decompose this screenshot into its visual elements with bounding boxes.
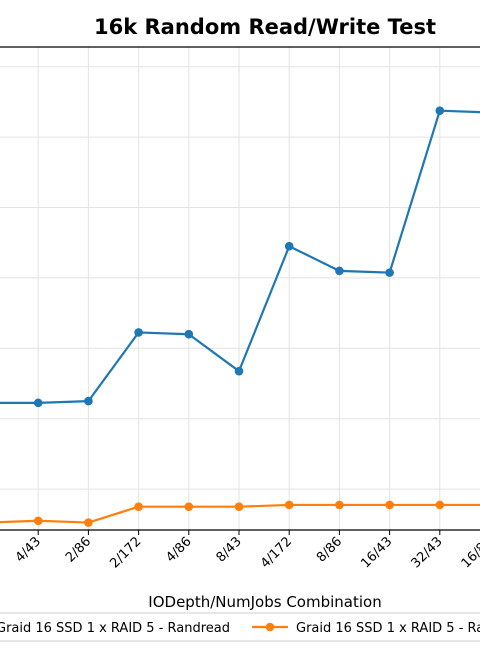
data-point [385,500,394,510]
x-tick-label: 2/86 [63,534,94,565]
x-tick-label: 8/43 [214,534,245,565]
legend-label: Graid 16 SSD 1 x RAID 5 - Randwrite [296,621,480,636]
legend-box [0,612,480,642]
series-group [0,106,480,527]
data-point [284,241,294,251]
x-tick-label: 4/86 [163,534,194,565]
x-tick-label: 8/86 [314,534,345,565]
data-point [284,500,294,510]
legend: Graid 16 SSD 1 x RAID 5 - Randread Graid … [0,612,480,642]
x-tick-label: 4/172 [258,534,295,571]
data-point [234,366,244,376]
x-tick-label: 32/43 [409,534,446,571]
data-point [134,328,143,337]
x-tick-label: 4/43 [13,534,44,565]
data-point [385,268,394,277]
series-line-0 [0,109,480,404]
data-point [33,516,43,526]
x-axis-label: IODepth/NumJobs Combination [148,593,381,611]
data-point [84,518,93,527]
chart-title: 16k Random Read/Write Test [94,15,436,39]
data-point [184,329,194,339]
x-tick-label: 16/86 [459,534,480,571]
legend-swatch-marker [265,622,275,632]
data-point [134,502,143,512]
data-point [335,500,344,510]
x-ticks: 4/43 2/86 2/172 4/86 8/43 4/172 8/86 16/43 32/43… [13,530,480,571]
legend-label: Graid 16 SSD 1 x RAID 5 - Randread [0,621,230,636]
x-tick-label: 16/43 [358,534,395,571]
grid [0,47,480,530]
data-point [234,502,244,512]
data-point [435,500,445,510]
data-point [84,396,93,406]
data-point [33,398,43,408]
data-point [335,266,344,276]
data-point [435,106,445,115]
x-tick-label: 2/172 [107,534,144,571]
data-point [184,502,194,512]
